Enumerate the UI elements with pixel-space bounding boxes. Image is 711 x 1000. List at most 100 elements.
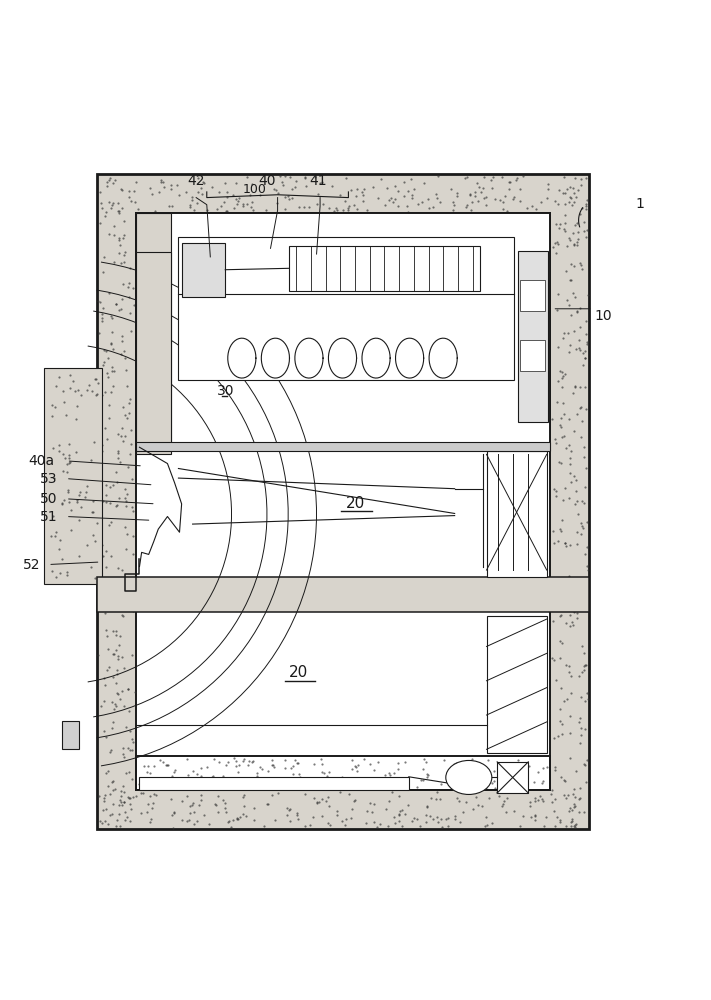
Point: [111, 498, 122, 514]
Point: [134, 380, 145, 396]
Point: [114, 691, 125, 707]
Point: [560, 185, 571, 201]
Point: [121, 765, 132, 781]
Point: [141, 324, 153, 340]
Point: [142, 214, 154, 230]
Point: [555, 633, 566, 649]
Point: [392, 183, 403, 199]
Point: [487, 180, 498, 196]
Point: [562, 325, 574, 341]
Point: [241, 169, 252, 185]
Point: [387, 194, 399, 210]
Point: [119, 794, 130, 810]
Point: [471, 175, 483, 191]
Point: [143, 421, 154, 437]
Point: [107, 324, 118, 340]
Point: [580, 657, 592, 673]
Point: [579, 721, 591, 737]
Point: [570, 472, 582, 488]
Point: [310, 595, 321, 611]
Point: [119, 350, 131, 366]
Point: [351, 201, 363, 217]
Point: [151, 428, 163, 444]
Point: [144, 306, 155, 322]
Point: [515, 598, 526, 614]
Point: [556, 512, 567, 528]
Point: [267, 752, 278, 768]
Point: [187, 763, 198, 779]
Point: [347, 761, 358, 777]
Point: [500, 776, 511, 792]
Point: [535, 788, 546, 804]
Point: [330, 778, 341, 794]
Text: 40a: 40a: [28, 454, 55, 468]
Point: [434, 594, 445, 610]
Point: [206, 769, 218, 785]
Point: [412, 585, 423, 601]
Text: 30: 30: [218, 384, 235, 398]
Point: [342, 202, 353, 218]
Point: [230, 586, 241, 602]
Point: [419, 751, 430, 767]
Point: [121, 378, 132, 394]
Point: [284, 191, 295, 207]
Point: [557, 364, 568, 380]
Point: [132, 423, 143, 439]
Point: [472, 193, 483, 209]
Point: [106, 806, 117, 822]
Point: [105, 336, 117, 352]
Point: [496, 798, 508, 814]
Point: [139, 282, 151, 298]
Point: [99, 208, 110, 224]
Point: [501, 804, 512, 820]
Point: [568, 194, 579, 210]
Point: [582, 336, 593, 352]
Point: [582, 562, 594, 578]
Point: [493, 788, 505, 804]
Point: [117, 778, 129, 794]
Point: [529, 774, 540, 790]
Point: [97, 310, 108, 326]
Point: [316, 751, 327, 767]
Point: [495, 572, 506, 588]
Point: [122, 681, 134, 697]
Point: [299, 818, 311, 834]
Point: [466, 768, 478, 784]
Point: [146, 412, 157, 428]
Point: [210, 797, 222, 813]
Point: [125, 323, 137, 339]
Point: [579, 574, 591, 590]
Point: [558, 221, 570, 237]
Point: [466, 775, 477, 791]
Point: [145, 360, 156, 376]
Point: [557, 395, 569, 411]
Point: [450, 757, 461, 773]
Point: [579, 479, 590, 495]
Point: [309, 790, 320, 806]
Point: [574, 400, 586, 416]
Point: [279, 752, 291, 768]
Point: [232, 810, 243, 826]
Point: [159, 254, 170, 270]
Point: [284, 802, 295, 818]
Point: [421, 798, 432, 814]
Point: [163, 401, 174, 417]
Point: [570, 189, 582, 205]
Point: [287, 766, 299, 782]
Point: [449, 581, 461, 597]
Point: [160, 336, 171, 352]
Point: [116, 596, 127, 612]
Point: [118, 227, 129, 243]
Point: [574, 735, 586, 751]
Point: [570, 763, 582, 779]
Bar: [497, 762, 528, 793]
Point: [299, 786, 311, 802]
Point: [551, 216, 562, 232]
Text: 20: 20: [346, 496, 365, 511]
Point: [488, 763, 500, 779]
Point: [550, 488, 561, 504]
Point: [579, 804, 590, 820]
Point: [570, 170, 581, 186]
Point: [113, 490, 124, 506]
Bar: [139, 777, 409, 790]
